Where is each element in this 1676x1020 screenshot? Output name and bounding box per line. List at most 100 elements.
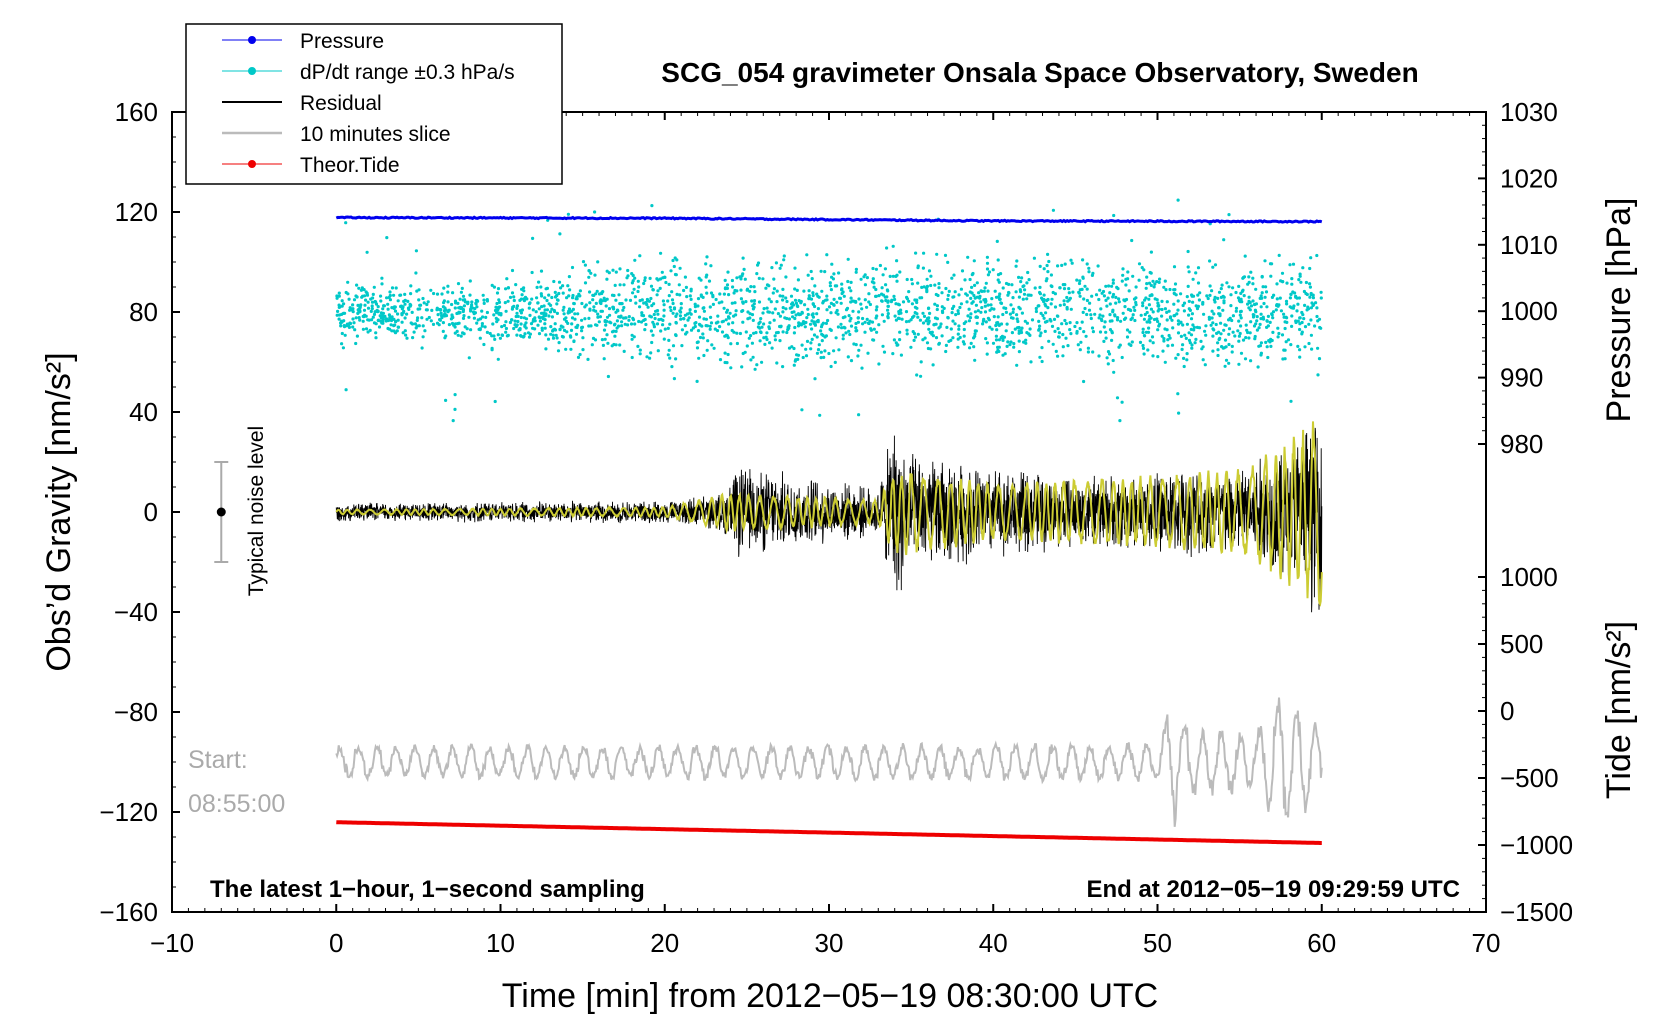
dpdt-point xyxy=(1015,259,1019,263)
dpdt-point xyxy=(1014,264,1018,268)
dpdt-point xyxy=(421,296,425,301)
dpdt-point xyxy=(720,330,725,334)
dpdt-point xyxy=(435,292,440,296)
dpdt-point xyxy=(390,315,394,319)
dpdt-point xyxy=(1164,288,1168,292)
dpdt-point xyxy=(847,286,852,290)
dpdt-point xyxy=(662,314,666,318)
dpdt-point xyxy=(886,308,890,312)
dpdt-point xyxy=(919,360,923,364)
dpdt-point xyxy=(1112,213,1116,218)
dpdt-point xyxy=(1019,290,1023,294)
dpdt-point xyxy=(735,276,739,280)
dpdt-point xyxy=(927,269,932,273)
dpdt-point xyxy=(1279,309,1283,313)
pressure-tick-label: 980 xyxy=(1500,429,1543,459)
dpdt-point xyxy=(1204,324,1208,328)
dpdt-point xyxy=(1162,339,1166,343)
dpdt-point xyxy=(1111,358,1115,363)
dpdt-point xyxy=(561,325,565,329)
dpdt-point xyxy=(931,363,935,367)
dpdt-point xyxy=(905,332,909,336)
dpdt-point xyxy=(749,334,753,338)
dpdt-point xyxy=(700,324,704,328)
dpdt-point xyxy=(611,268,615,272)
dpdt-point xyxy=(337,303,341,307)
dpdt-point xyxy=(875,330,879,334)
dpdt-point xyxy=(380,282,384,286)
dpdt-point xyxy=(786,325,790,329)
dpdt-point xyxy=(425,317,429,321)
dpdt-point xyxy=(422,301,426,305)
x-tick-label: 50 xyxy=(1143,928,1172,958)
dpdt-point xyxy=(741,320,745,324)
dpdt-point xyxy=(1085,262,1089,266)
dpdt-point xyxy=(816,348,821,352)
dpdt-point xyxy=(1222,328,1226,332)
dpdt-point xyxy=(1172,302,1176,306)
dpdt-point xyxy=(1108,291,1112,295)
dpdt-point xyxy=(379,319,383,323)
dpdt-point xyxy=(975,295,979,299)
dpdt-point xyxy=(524,317,529,321)
dpdt-point xyxy=(1189,317,1194,321)
dpdt-point xyxy=(1071,290,1075,294)
dpdt-point xyxy=(595,323,599,327)
x-tick-label: 10 xyxy=(486,928,515,958)
dpdt-point xyxy=(363,294,367,298)
dpdt-point xyxy=(1097,316,1101,320)
dpdt-point xyxy=(605,297,609,301)
dpdt-point xyxy=(1083,306,1087,311)
dpdt-point xyxy=(641,314,646,318)
dpdt-point xyxy=(411,336,415,340)
dpdt-point xyxy=(884,298,888,303)
dpdt-point xyxy=(439,308,443,312)
dpdt-point xyxy=(816,307,821,311)
dpdt-point xyxy=(844,331,848,335)
dpdt-point xyxy=(514,314,518,319)
dpdt-point xyxy=(612,293,616,298)
dpdt-point xyxy=(1260,291,1264,295)
dpdt-point xyxy=(763,342,767,346)
dpdt-point xyxy=(1104,336,1108,340)
dpdt-point xyxy=(1067,291,1071,295)
dpdt-point xyxy=(897,312,901,316)
dpdt-point xyxy=(848,332,852,337)
dpdt-point xyxy=(935,304,940,308)
dpdt-point xyxy=(372,285,376,289)
dpdt-point xyxy=(808,322,813,326)
dpdt-point xyxy=(425,308,429,312)
dpdt-point xyxy=(934,336,939,340)
dpdt-point xyxy=(805,316,809,320)
dpdt-point xyxy=(1227,342,1231,347)
dpdt-point xyxy=(940,305,944,309)
dpdt-point xyxy=(877,362,881,366)
dpdt-point xyxy=(976,309,980,313)
dpdt-point xyxy=(1141,301,1145,305)
dpdt-point xyxy=(1156,301,1160,305)
dpdt-point xyxy=(874,308,879,312)
dpdt-point xyxy=(820,339,824,343)
dpdt-point xyxy=(1249,359,1253,363)
dpdt-point xyxy=(1146,348,1150,352)
dpdt-point xyxy=(566,321,570,325)
dpdt-point xyxy=(1043,329,1047,333)
dpdt-point xyxy=(1266,314,1270,318)
dpdt-point xyxy=(860,307,864,311)
pressure-tick-label: 1030 xyxy=(1500,97,1558,127)
dpdt-point xyxy=(1017,339,1021,343)
dpdt-point xyxy=(1270,295,1274,299)
dpdt-point xyxy=(1248,308,1252,312)
dpdt-point xyxy=(698,335,703,340)
dpdt-point xyxy=(376,305,380,309)
dpdt-point xyxy=(1078,348,1082,352)
dpdt-point xyxy=(587,269,591,273)
dpdt-point xyxy=(991,341,996,345)
dpdt-point xyxy=(786,328,790,332)
dpdt-point xyxy=(417,288,421,292)
dpdt-point xyxy=(804,347,808,351)
dpdt-point xyxy=(406,299,410,303)
dpdt-point xyxy=(625,276,629,280)
dpdt-point xyxy=(628,298,633,302)
dpdt-point xyxy=(475,305,479,309)
